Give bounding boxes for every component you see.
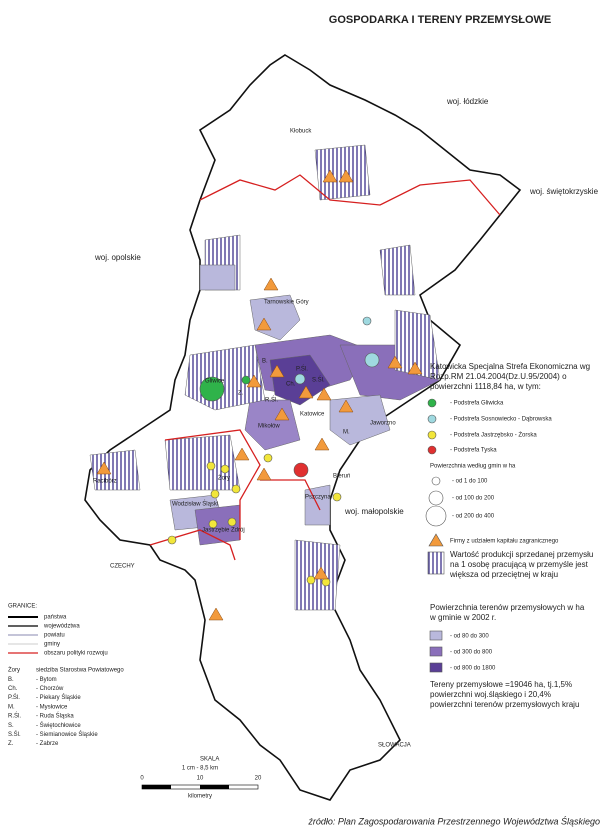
legend-label: państwa bbox=[44, 615, 67, 621]
abbreviation: R.Śl. bbox=[8, 712, 21, 720]
place-label: Racibórz bbox=[93, 479, 117, 485]
scale-tick: 0 bbox=[140, 776, 144, 782]
legend-label: - od 80 do 300 bbox=[450, 634, 489, 640]
place-label: M. bbox=[343, 430, 350, 436]
place-label: Tarnowskie Góry bbox=[264, 300, 309, 306]
legend-label: powiatu bbox=[44, 633, 65, 639]
region-label: woj. łódzkie bbox=[446, 97, 489, 106]
region-label: CZECHY bbox=[110, 564, 135, 570]
legend-title: GRANICE: bbox=[8, 604, 37, 610]
abbreviation-meaning: - Ruda Śląska bbox=[36, 712, 74, 720]
scale-bar bbox=[141, 784, 259, 790]
abbreviation-meaning: - Piekary Śląskie bbox=[36, 693, 81, 701]
abbreviation-meaning: - Świętochłowice bbox=[36, 721, 81, 729]
region-label: woj. świętokrzyskie bbox=[529, 187, 599, 196]
scale-tick: 10 bbox=[197, 776, 204, 782]
place-label: Jastrzębie Zdrój bbox=[202, 528, 245, 534]
place-label: Wodzisław Śląski bbox=[172, 500, 218, 508]
place-label: Mikołów bbox=[258, 424, 280, 430]
abbreviation-meaning: - Bytom bbox=[36, 677, 57, 683]
legend-title: Powierzchnia według gmin w ha bbox=[430, 464, 516, 470]
place-label: Katowice bbox=[300, 412, 325, 418]
place-label: Bieruń bbox=[333, 474, 350, 480]
abbreviation: M. bbox=[8, 704, 15, 710]
voivodeship bbox=[84, 54, 522, 801]
abbreviation: B. bbox=[8, 677, 14, 683]
legend-label: województwa bbox=[43, 624, 80, 630]
abbreviation: Ch. bbox=[8, 686, 18, 692]
legend-label: - od 300 do 800 bbox=[450, 650, 493, 656]
abbreviation: S.Śl. bbox=[8, 730, 21, 738]
legend-summary: Tereny przemysłowe =19046 ha, tj.1,5% po… bbox=[430, 680, 580, 709]
place-label: Z. bbox=[238, 391, 244, 397]
place-label: Jaworzno bbox=[370, 421, 396, 427]
legend-label: - od 800 do 1800 bbox=[450, 666, 496, 672]
abbreviation-meaning: - Mysłowice bbox=[36, 704, 68, 710]
legend-title: Powierzchnia terenów przemysłowych w ha … bbox=[430, 603, 585, 622]
abbreviation: Z. bbox=[8, 741, 14, 747]
abbreviation: P.Śl. bbox=[8, 693, 20, 701]
place-label: B. bbox=[262, 359, 268, 365]
scale-tick: 20 bbox=[255, 776, 262, 782]
title: GOSPODARKA I TERENY PRZEMYSŁOWE bbox=[329, 14, 551, 26]
place-label: Kłobuck bbox=[290, 129, 312, 135]
legend-label: - od 200 do 400 bbox=[452, 514, 495, 520]
ksse-circles bbox=[167, 316, 380, 587]
abbreviation-meaning: - Zabrze bbox=[36, 741, 59, 747]
abbreviation: S. bbox=[8, 723, 14, 729]
region-label: woj. małopolskie bbox=[344, 507, 404, 516]
region-label: SŁOWACJA bbox=[378, 743, 411, 749]
place-label: Pszczyna bbox=[305, 495, 331, 501]
region-label: woj. opolskie bbox=[94, 253, 141, 262]
abbreviations: Żory siedziba Starostwa Powiatowego B. - By… bbox=[8, 667, 124, 748]
scale-unit: kilometry bbox=[188, 794, 212, 800]
legend-label: obszaru polityki rozwoju bbox=[44, 651, 108, 657]
legend-label: - od 1 do 100 bbox=[452, 479, 488, 485]
place-label: Żory bbox=[218, 475, 230, 482]
legend-label: - Podstrefa Gliwicka bbox=[450, 401, 504, 407]
scale-ratio: 1 cm - 8,5 km bbox=[182, 766, 218, 772]
legend-label: - od 100 do 200 bbox=[452, 496, 495, 502]
legend-ksse: Katowicka Specjalna Strefa Ekonomiczna w… bbox=[430, 362, 591, 391]
abbreviation-meaning: - Chorzów bbox=[36, 686, 64, 692]
abbreviation-meaning: - Siemianowice Śląskie bbox=[36, 730, 98, 738]
source: źródło: Plan Zagospodarowania Przestrzen… bbox=[307, 815, 600, 826]
legend-label: gminy bbox=[44, 642, 60, 648]
industrial-areas bbox=[89, 144, 441, 611]
place-label: S.Śl. bbox=[312, 376, 325, 384]
place-label: R.Śl. bbox=[265, 396, 278, 404]
legend-label: - Podstrefa Jastrzębsko - Żorska bbox=[450, 432, 537, 439]
place-label: Ch. bbox=[286, 382, 296, 388]
place-label: P.Śl. bbox=[296, 365, 308, 373]
abbreviation: Żory bbox=[8, 667, 20, 674]
place-label: Gliwice bbox=[205, 379, 225, 385]
border-samples bbox=[8, 616, 38, 654]
legend-symbols bbox=[425, 398, 447, 673]
foreign-firms bbox=[96, 169, 423, 621]
abbreviation-meaning: siedziba Starostwa Powiatowego bbox=[36, 668, 124, 674]
legend-label: - Podstrefa Sosnowiecko - Dąbrowska bbox=[450, 417, 552, 423]
scale-title: SKALA bbox=[200, 757, 219, 763]
legend-label: - Podstrefa Tyska bbox=[450, 448, 497, 454]
legend-production: Wartość produkcji sprzedanej przemysłu n… bbox=[450, 550, 594, 579]
legend-label: Firmy z udziałem kapitału zagranicznego bbox=[450, 539, 559, 545]
